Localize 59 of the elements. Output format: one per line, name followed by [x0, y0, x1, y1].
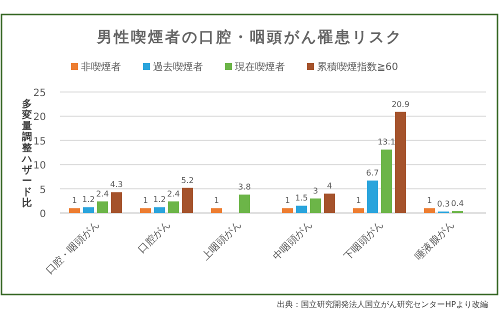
y-tick-label: 0 — [40, 209, 46, 220]
x-tick-label: 中咽頭がん — [270, 218, 315, 262]
data-label: 1 — [72, 196, 78, 206]
bar — [140, 208, 151, 213]
bar — [424, 208, 435, 213]
bar — [282, 208, 293, 213]
x-tick-label: 下咽頭がん — [342, 219, 386, 262]
x-tick-label: 上咽頭がん — [200, 218, 244, 262]
bar — [296, 206, 307, 213]
data-label: 2.4 — [96, 189, 109, 198]
source-note: 出典：国立研究開発法人国立がん研究センターHPより改編 — [277, 300, 488, 309]
y-axis-title: 多変量調整ハザード比 — [22, 99, 32, 209]
data-label: 3.8 — [238, 182, 251, 192]
data-label: 1.2 — [153, 195, 166, 204]
bar — [239, 194, 250, 213]
bar — [324, 194, 335, 213]
bar — [97, 201, 108, 213]
data-label: 13.1 — [378, 138, 396, 147]
legend-label: 非喫煙者 — [81, 61, 121, 73]
bar — [83, 207, 94, 213]
y-tick-label: 20 — [33, 112, 46, 124]
data-label: 1.2 — [82, 195, 95, 204]
data-label: 1 — [214, 196, 220, 206]
data-label: 1 — [142, 196, 148, 206]
data-label: 0.4 — [451, 199, 464, 208]
data-label: 4.3 — [110, 180, 123, 190]
data-label: 1.5 — [295, 194, 308, 203]
bar — [182, 188, 193, 213]
data-label: 3 — [312, 186, 318, 196]
x-tick-label: 口腔・咽頭がん — [44, 218, 102, 277]
data-label: 1 — [356, 196, 362, 206]
bar — [154, 207, 165, 213]
y-tick-label: 15 — [33, 136, 46, 148]
chart-title: 男性喫煙者の口腔・咽頭がん罹患リスク — [96, 28, 403, 46]
y-tick-label: 5 — [40, 184, 46, 196]
bar — [381, 150, 392, 213]
bar — [69, 208, 80, 213]
legend-label: 過去喫煙者 — [153, 61, 203, 73]
y-tick-label: 25 — [33, 88, 46, 99]
bar — [353, 208, 364, 213]
data-label: 0.3 — [437, 200, 450, 209]
bar — [211, 208, 222, 213]
x-tick-label: 口腔がん — [136, 218, 173, 256]
data-label: 1 — [426, 196, 432, 206]
bar — [310, 198, 321, 213]
data-label: 4 — [326, 182, 332, 191]
data-label: 20.9 — [392, 100, 410, 109]
bar — [367, 180, 378, 213]
legend-label: 現在喫煙者 — [235, 61, 285, 73]
data-label: 5.2 — [181, 176, 194, 185]
bar — [111, 192, 122, 213]
data-label: 2.4 — [167, 189, 180, 198]
bar — [168, 201, 179, 213]
bar — [395, 112, 406, 213]
legend-label: 累積喫煙指数≧60 — [317, 61, 398, 73]
data-label: 1 — [284, 196, 290, 206]
y-tick-label: 10 — [33, 160, 46, 172]
data-label: 6.7 — [366, 168, 379, 178]
x-tick-label: 唾液腺がん — [412, 218, 457, 262]
